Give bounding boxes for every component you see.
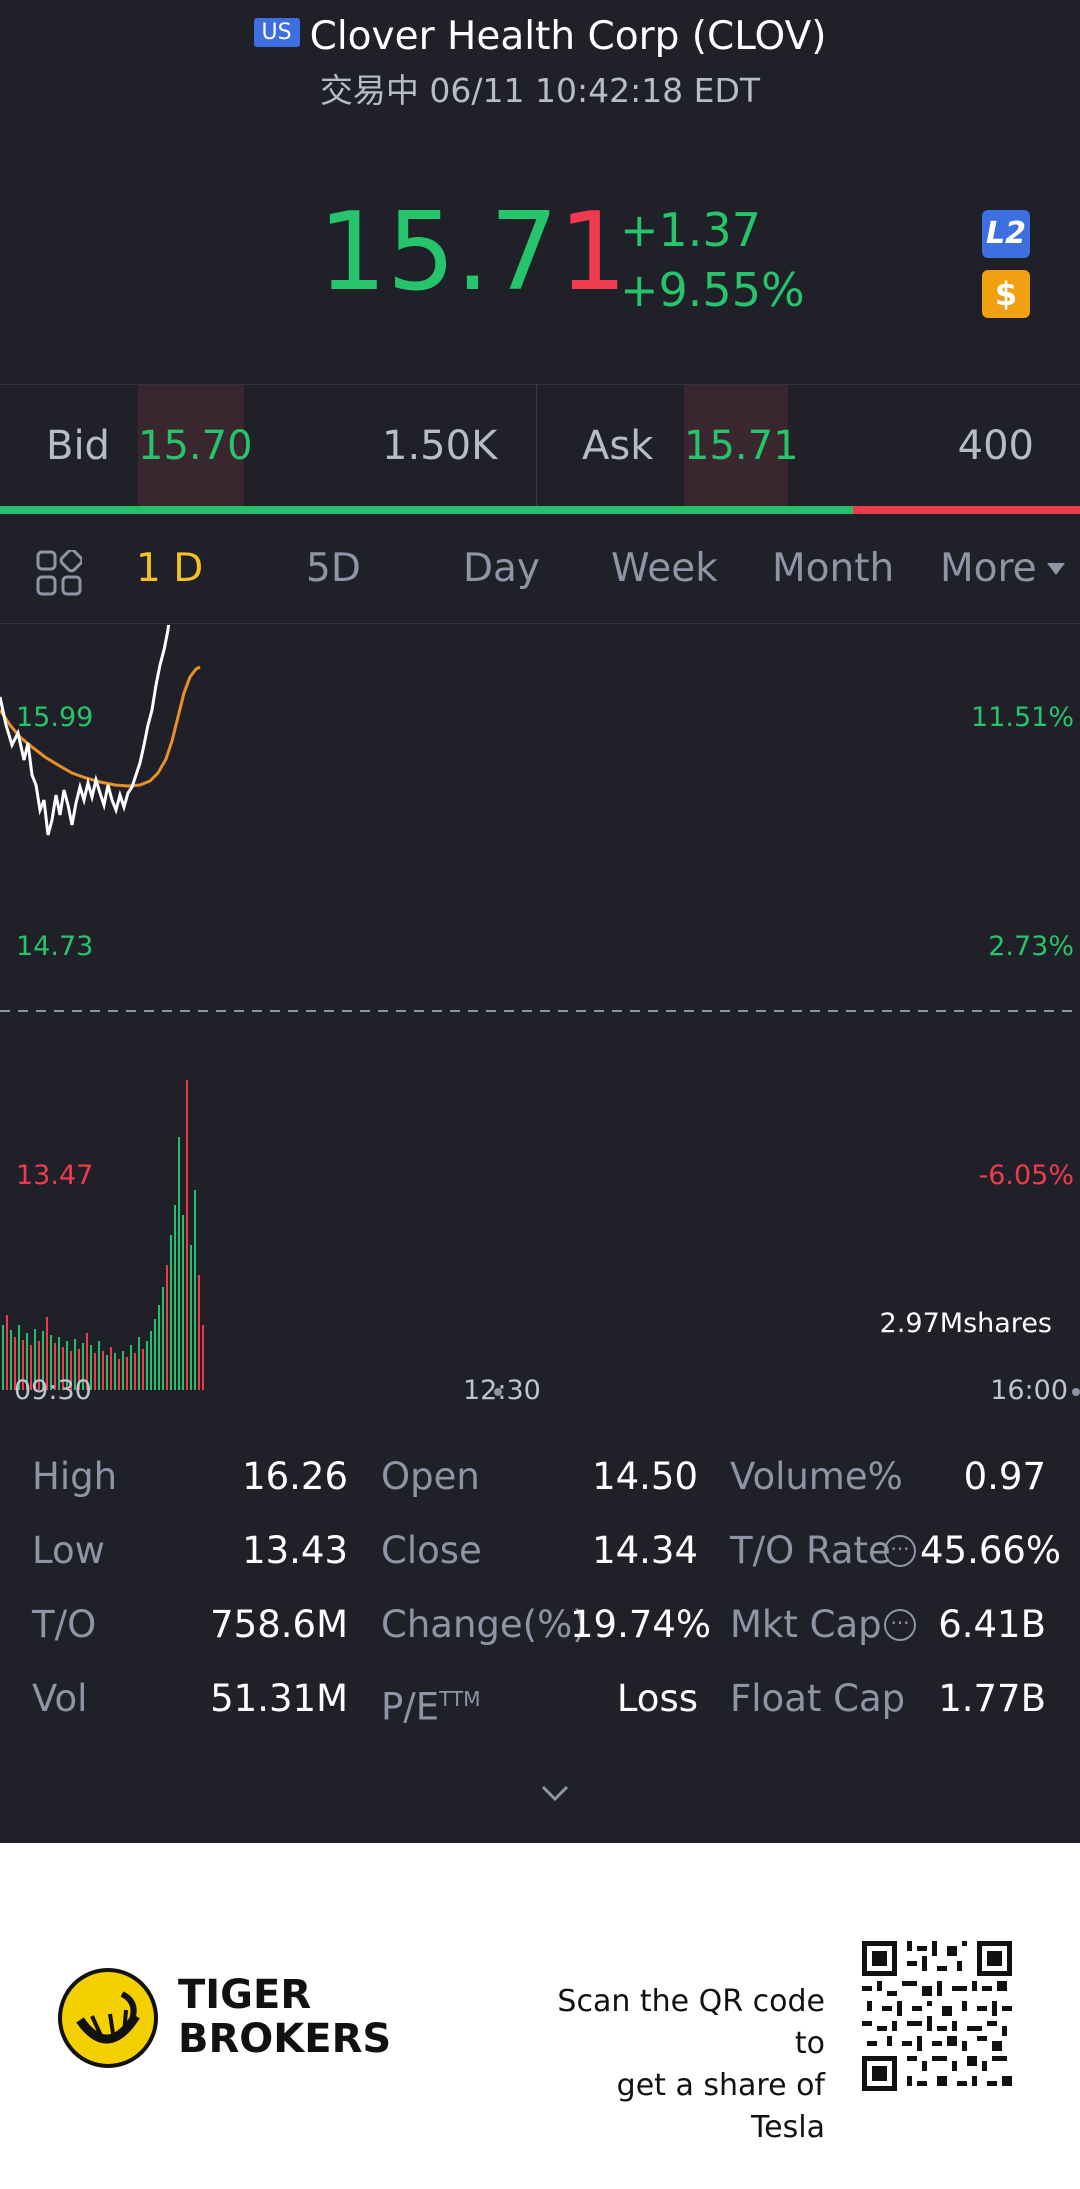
price-line xyxy=(0,625,171,836)
pct-axis-low: -6.05% xyxy=(978,1160,1074,1191)
trading-status: 交易中 06/11 10:42:18 EDT xyxy=(319,71,761,110)
price-change-pct: +9.55% xyxy=(620,263,805,317)
expand-stats-chevron-icon[interactable] xyxy=(540,1778,570,1808)
pct-axis-mid: 2.73% xyxy=(988,931,1074,962)
mkt-cap-info-icon[interactable]: ··· xyxy=(884,1609,916,1641)
stat-to-value: 758.6M xyxy=(210,1603,348,1646)
last-price-tick-digit: 1 xyxy=(558,190,628,315)
quote-stats-grid: High 16.26 Low 13.43 T/O 758.6M Vol 51.3… xyxy=(0,1440,1080,1740)
stat-float-cap-label: Float Cap xyxy=(730,1677,906,1720)
tab-1d[interactable]: 1 D xyxy=(136,546,204,591)
stat-float-cap-value: 1.77B xyxy=(938,1677,1046,1720)
last-price: 15.71 xyxy=(318,190,627,315)
bid-price: 15.70 xyxy=(138,385,253,507)
chart-layout-grid-icon[interactable] xyxy=(36,550,82,596)
tab-5d[interactable]: 5D xyxy=(306,546,361,591)
intraday-chart-svg xyxy=(0,625,1080,1396)
ask-ratio-fill xyxy=(853,506,1080,514)
bid-ratio-fill xyxy=(0,506,853,514)
us-market-badge: US xyxy=(253,18,300,47)
stat-open-value: 14.50 xyxy=(592,1455,698,1498)
stat-to-rate-label: T/O Rate xyxy=(730,1529,891,1572)
brand-line-2: BROKERS xyxy=(178,2016,392,2062)
midday-marker xyxy=(494,1388,502,1396)
scan-qr-text: Scan the QR code to get a share of Tesla xyxy=(540,1981,825,2149)
stat-mkt-cap-value: 6.41B xyxy=(938,1603,1046,1646)
stat-open-label: Open xyxy=(381,1455,480,1498)
stock-title: Clover Health Corp (CLOV) xyxy=(309,14,827,59)
time-axis-mid: 12:30 xyxy=(463,1375,541,1406)
stat-mkt-cap-label: Mkt Cap xyxy=(730,1603,882,1646)
bid-ask-bar: Bid 15.70 1.50K Ask 15.71 400 xyxy=(0,384,1080,507)
price-axis-low: 13.47 xyxy=(16,1160,94,1191)
level2-icon[interactable]: L2 xyxy=(982,210,1030,258)
tab-more[interactable]: More xyxy=(940,514,1065,624)
bid-ask-ratio-bar xyxy=(0,506,1080,514)
tab-week[interactable]: Week xyxy=(611,546,718,591)
price-axis-high: 15.99 xyxy=(16,702,94,733)
volume-label: 2.97Mshares xyxy=(879,1308,1052,1339)
intraday-chart[interactable]: 15.99 14.73 13.47 11.51% 2.73% -6.05% 2.… xyxy=(0,625,1080,1406)
stat-low-value: 13.43 xyxy=(242,1529,348,1572)
price-change-abs: +1.37 xyxy=(620,203,761,257)
price-axis-mid: 14.73 xyxy=(16,931,94,962)
price-change: +1.37 +9.55% xyxy=(620,200,805,320)
ask-price: 15.71 xyxy=(684,385,799,507)
stat-pe-value: Loss xyxy=(616,1677,698,1720)
stat-to-label: T/O xyxy=(32,1603,97,1646)
volume-bars xyxy=(2,1080,204,1390)
stat-high-value: 16.26 xyxy=(242,1455,348,1498)
tiger-brokers-logo-icon xyxy=(58,1968,158,2068)
pct-axis-high: 11.51% xyxy=(971,702,1074,733)
stat-pe-label: P/ETTM xyxy=(381,1669,481,1729)
stat-pe-label-text: P/E xyxy=(381,1685,440,1729)
brand-name: TIGER BROKERS xyxy=(178,1973,391,2061)
ask-size: 400 xyxy=(957,423,1034,469)
time-axis-end: 16:00 xyxy=(990,1375,1068,1406)
stat-close-value: 14.34 xyxy=(592,1529,698,1572)
scan-line-1: Scan the QR code to xyxy=(557,1984,825,2061)
tab-more-label: More xyxy=(940,546,1037,591)
scan-line-2: get a share of Tesla xyxy=(616,2068,825,2145)
stat-pe-label-sup: TTM xyxy=(439,1687,481,1711)
stat-high-label: High xyxy=(32,1455,118,1498)
ask-label: Ask xyxy=(582,423,654,469)
stat-volume-pct-label: Volume% xyxy=(730,1455,903,1498)
chevron-down-icon xyxy=(1046,563,1065,575)
stat-volume-pct-value: 0.97 xyxy=(963,1455,1046,1498)
last-price-main: 15.7 xyxy=(318,190,559,315)
stat-vol-label: Vol xyxy=(32,1677,88,1720)
stock-title-row: US Clover Health Corp (CLOV) xyxy=(0,14,1080,59)
to-rate-info-icon[interactable]: ··· xyxy=(884,1535,916,1567)
brand-line-1: TIGER xyxy=(178,1972,312,2018)
dollar-icon[interactable]: $ xyxy=(982,270,1030,318)
stat-change-pct-label: Change(%) xyxy=(381,1603,587,1646)
stat-low-label: Low xyxy=(32,1529,105,1572)
stat-close-label: Close xyxy=(381,1529,482,1572)
qr-code-icon xyxy=(862,1941,1012,2091)
promo-footer: TIGER BROKERS Scan the QR code to get a … xyxy=(0,1843,1080,2189)
bid-ask-divider xyxy=(536,384,537,506)
bid-size: 1.50K xyxy=(382,423,498,469)
bid-label: Bid xyxy=(46,423,110,469)
time-axis-start: 09:30 xyxy=(14,1375,92,1406)
chart-period-tabs: 1 D 5D Day Week Month More xyxy=(0,514,1080,624)
close-marker xyxy=(1072,1388,1080,1396)
stat-to-rate-value: 45.66% xyxy=(920,1529,1062,1572)
tab-month[interactable]: Month xyxy=(772,546,895,591)
tab-day[interactable]: Day xyxy=(463,546,541,591)
stat-vol-value: 51.31M xyxy=(210,1677,348,1720)
stat-change-pct-value: 19.74% xyxy=(570,1603,712,1646)
quote-header: US Clover Health Corp (CLOV) 交易中 06/11 10… xyxy=(0,0,1080,384)
average-price-line xyxy=(0,665,201,788)
